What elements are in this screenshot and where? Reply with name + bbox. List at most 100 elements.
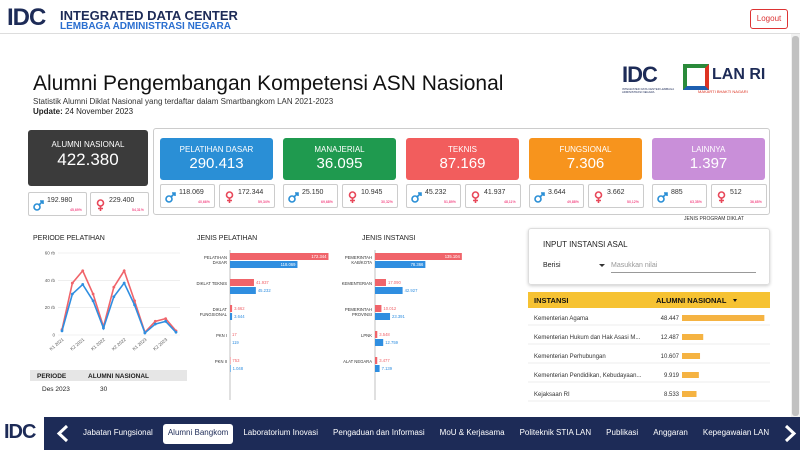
male-percent: 45,69% <box>70 208 82 212</box>
line-point <box>164 317 168 320</box>
nav-prev[interactable] <box>56 424 70 443</box>
line-point <box>60 328 64 331</box>
y-tick-label: ALAT NEGARA <box>343 359 372 364</box>
line-point <box>122 281 126 285</box>
nav-item[interactable]: Jabatan Fungsional <box>83 428 153 437</box>
nav-item[interactable]: Pengaduan dan Informasi <box>333 428 425 437</box>
program-total: 7.306 <box>566 155 605 172</box>
female-icon <box>717 191 726 203</box>
program-total: 36.095 <box>316 155 363 172</box>
female-icon <box>348 191 357 203</box>
filter-input[interactable]: Masukkan nilai <box>611 259 756 273</box>
bar <box>375 313 391 320</box>
line-point <box>70 281 74 285</box>
line-point <box>174 330 178 334</box>
male-icon-box <box>33 198 44 216</box>
update: Update: 24 November 2023 <box>33 107 133 116</box>
line-point <box>153 319 157 323</box>
nav-item[interactable]: SDGS <box>779 424 781 444</box>
logout-button[interactable]: Logout <box>750 9 788 29</box>
bar <box>375 261 426 268</box>
x-tick-label: K1 2021 <box>49 337 65 352</box>
data-label: 3.548 <box>379 332 390 337</box>
nav-item[interactable]: Kepegawaian LAN <box>702 428 770 437</box>
data-label: 1.048 <box>233 366 244 371</box>
table-header: INSTANSI <box>534 296 568 305</box>
chart-title: JENIS INSTANSI <box>362 235 416 242</box>
data-label: 7.139 <box>382 366 393 371</box>
line-series <box>61 268 177 334</box>
table-bar <box>682 315 765 321</box>
male-box: 192.980 45,69% <box>28 192 87 216</box>
nav-next[interactable] <box>783 424 797 443</box>
y-tick-label: PKN I <box>216 333 227 338</box>
male-box: 118.069 40,66% <box>160 184 215 208</box>
male-icon <box>657 192 668 203</box>
table-header: PERIODE <box>37 373 67 380</box>
line-point <box>143 330 147 334</box>
program-total: 290.413 <box>189 155 244 172</box>
line-point <box>60 329 64 333</box>
operator-value: Berisi <box>543 262 561 269</box>
header-title: INTEGRATED DATA CENTER <box>60 8 238 23</box>
dropdown-arrow <box>599 264 605 270</box>
female-box: 229.400 54,31% <box>90 192 149 216</box>
program-card: PELATIHAN DASAR 290.413 <box>160 138 273 180</box>
male-icon-box <box>657 190 668 208</box>
female-percent: 48,11% <box>504 200 516 204</box>
y-tick-label: PEMERINTAH KAB/KOTA <box>344 255 372 265</box>
operator-select[interactable]: Berisi <box>543 259 605 272</box>
sort-arrow <box>733 299 737 302</box>
table-cell: 10.607 <box>661 354 680 360</box>
table-bar <box>682 353 701 359</box>
y-tick-label: 20 rb <box>45 305 56 310</box>
table-header: ALUMNI NASIONAL <box>656 296 727 305</box>
female-percent: 36,65% <box>750 200 762 204</box>
bar <box>375 253 462 260</box>
male-icon <box>288 192 299 203</box>
update-value: 24 November 2023 <box>65 107 134 116</box>
female-icon <box>594 191 603 203</box>
data-label: 78.366 <box>411 262 424 267</box>
data-label: 118.069 <box>281 262 296 267</box>
nav-item[interactable]: Alumni Bangkom <box>162 424 234 444</box>
male-count: 118.069 <box>179 189 204 196</box>
table-header-bg <box>30 370 187 381</box>
male-icon-box <box>288 190 299 208</box>
chart-title: PERIODE PELATIHAN <box>33 235 105 242</box>
summary-total: 422.380 <box>57 150 119 169</box>
chart-title: JENIS PELATIHAN <box>197 235 257 242</box>
data-label: 42.927 <box>405 288 418 293</box>
y-tick-label: PELATIHAN DASAR <box>204 255 227 265</box>
idc-logo: IDC <box>622 62 658 87</box>
y-tick-label: 40 rb <box>45 278 56 283</box>
bar <box>230 365 231 372</box>
bar <box>230 279 254 286</box>
female-box: 3.662 50,12% <box>588 184 644 208</box>
nav-item[interactable]: Anggaran <box>653 428 688 437</box>
nav-items: Jabatan Fungsional Alumni Bangkom Laborato… <box>78 424 781 444</box>
nav-item[interactable]: Laboratorium Inovasi <box>243 428 319 437</box>
scroll-thumb[interactable] <box>792 36 799 416</box>
table-bar <box>682 391 697 397</box>
line-series <box>61 281 177 335</box>
nav-item[interactable]: Politeknik STIA LAN <box>519 428 592 437</box>
female-icon-box <box>95 198 106 216</box>
line-point <box>133 299 136 303</box>
table-cell: Des 2023 <box>42 386 70 393</box>
male-count: 885 <box>671 189 683 196</box>
female-box: 512 36,65% <box>711 184 767 208</box>
line-point <box>91 292 95 296</box>
nav-item[interactable]: Publikasi <box>606 428 639 437</box>
table-header-bg <box>528 292 770 308</box>
female-count: 3.662 <box>607 189 625 196</box>
female-percent: 54,31% <box>132 208 144 212</box>
summary-card: ALUMNI NASIONAL 422.380 <box>28 130 148 186</box>
line-point <box>122 269 126 273</box>
nav-item[interactable]: MoU & Kerjasama <box>439 428 505 437</box>
lan-emblem <box>683 64 709 90</box>
header: IDC INTEGRATED DATA CENTER LEMBAGA ADMIN… <box>0 0 800 34</box>
line-point <box>81 283 85 286</box>
